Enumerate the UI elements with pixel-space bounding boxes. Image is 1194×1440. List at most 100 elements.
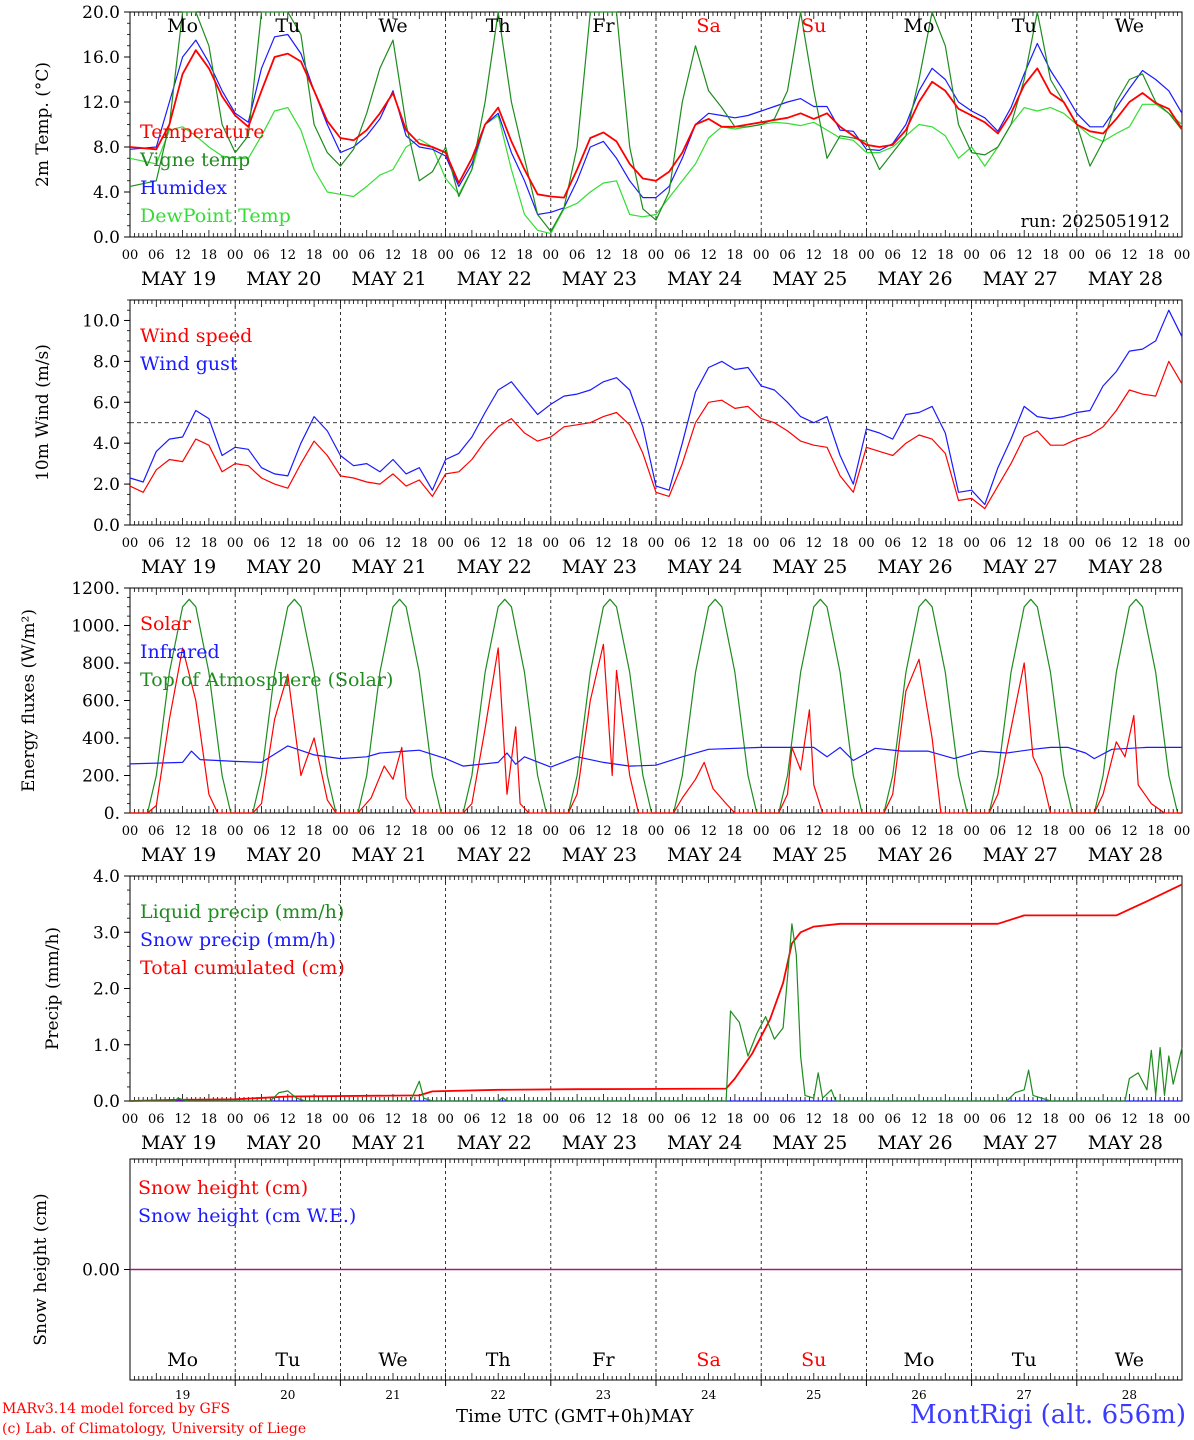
legend-entry: Humidex xyxy=(140,177,227,199)
hour-label: 06 xyxy=(569,536,586,551)
month-label: MAY xyxy=(650,1406,694,1427)
hour-label: 00 xyxy=(332,824,349,839)
legend-entry: Wind speed xyxy=(140,325,252,347)
hour-label: 12 xyxy=(280,248,297,263)
weekday-label: We xyxy=(378,1349,407,1371)
hour-label: 00 xyxy=(648,824,665,839)
hour-label: 12 xyxy=(911,248,928,263)
hour-label: 18 xyxy=(1042,248,1059,263)
day-label: MAY 20 xyxy=(246,268,321,290)
hour-label: 18 xyxy=(1147,536,1164,551)
day-label: MAY 20 xyxy=(246,556,321,578)
day-label: MAY 22 xyxy=(457,268,532,290)
credit-lab: (c) Lab. of Climatology, University of L… xyxy=(2,1421,307,1437)
hour-label: 00 xyxy=(648,248,665,263)
weekday-label: Th xyxy=(486,1349,511,1371)
hour-label: 18 xyxy=(937,824,954,839)
weekday-label: Mo xyxy=(167,15,198,37)
hour-label: 18 xyxy=(411,1112,428,1127)
y-tick-label: 4.0 xyxy=(93,867,120,887)
y-tick-label: 800. xyxy=(82,654,120,674)
hour-label: 12 xyxy=(1016,248,1033,263)
series-line-temperature xyxy=(129,49,1183,199)
panel-frame xyxy=(129,587,1183,814)
hour-label: 12 xyxy=(385,536,402,551)
hour-label: 12 xyxy=(1121,536,1138,551)
day-label: MAY 26 xyxy=(877,556,952,578)
y-tick-label: 0. xyxy=(104,804,120,824)
hour-label: 00 xyxy=(1174,536,1191,551)
hour-label: 12 xyxy=(385,824,402,839)
hour-label: 00 xyxy=(1174,1112,1191,1127)
run-annotation: run: 2025051912 xyxy=(1021,212,1170,232)
hour-label: 12 xyxy=(911,824,928,839)
hour-label: 00 xyxy=(753,536,770,551)
day-label: MAY 19 xyxy=(141,556,216,578)
hour-label: 12 xyxy=(280,1112,297,1127)
day-label: MAY 25 xyxy=(772,268,847,290)
hour-label: 06 xyxy=(779,1112,796,1127)
y-tick-label: 16.0 xyxy=(82,48,120,68)
day-label: MAY 21 xyxy=(351,844,426,866)
hour-label: 06 xyxy=(358,248,375,263)
hour-label: 06 xyxy=(674,824,691,839)
series-line-solar xyxy=(130,643,1182,814)
hour-label: 06 xyxy=(148,536,165,551)
hour-label: 12 xyxy=(806,536,823,551)
day-label: MAY 27 xyxy=(983,556,1058,578)
hour-label: 06 xyxy=(674,536,691,551)
y-tick-label: 8.0 xyxy=(93,138,120,158)
hour-label: 18 xyxy=(1042,536,1059,551)
hour-label: 00 xyxy=(1069,1112,1086,1127)
hour-label: 12 xyxy=(595,1112,612,1127)
hour-label: 18 xyxy=(832,248,849,263)
hour-label: 18 xyxy=(201,248,218,263)
hour-label: 00 xyxy=(648,536,665,551)
hour-label: 12 xyxy=(700,536,717,551)
y-tick-label: 10.0 xyxy=(82,311,120,331)
series-line-wind-speed xyxy=(129,360,1183,510)
hour-label: 06 xyxy=(253,536,270,551)
station-name: MontRigi (alt. 656m) xyxy=(910,1400,1186,1430)
hour-label: 12 xyxy=(280,824,297,839)
series-line-total-cumulated-cm- xyxy=(129,883,1183,1102)
hour-label: 00 xyxy=(963,1112,980,1127)
y-tick-label: 8.0 xyxy=(93,352,120,372)
hour-label: 00 xyxy=(1069,824,1086,839)
hour-label: 12 xyxy=(490,248,507,263)
day-number: 27 xyxy=(1017,1388,1032,1402)
panel-wind: 0.0 2.0 4.0 6.0 8.0 10.0 10m Wind (m/s) Wind sp… xyxy=(33,299,1191,578)
day-label: MAY 24 xyxy=(667,268,742,290)
hour-label: 00 xyxy=(122,824,139,839)
day-label: MAY 21 xyxy=(351,1132,426,1154)
hour-label: 00 xyxy=(963,824,980,839)
weekday-label: Fr xyxy=(592,15,615,37)
hour-label: 12 xyxy=(1016,1112,1033,1127)
y-tick-label: 0.0 xyxy=(93,228,120,248)
hour-label: 12 xyxy=(385,1112,402,1127)
day-label: MAY 22 xyxy=(457,844,532,866)
hour-label: 12 xyxy=(385,248,402,263)
day-number: 24 xyxy=(701,1388,717,1402)
hour-label: 06 xyxy=(464,824,481,839)
hour-label: 18 xyxy=(1042,1112,1059,1127)
y-tick-label: 0.0 xyxy=(93,1092,120,1112)
hour-label: 18 xyxy=(1147,248,1164,263)
day-label: MAY 21 xyxy=(351,268,426,290)
weekday-label: Mo xyxy=(167,1349,198,1371)
hour-label: 18 xyxy=(201,1112,218,1127)
hour-label: 00 xyxy=(227,824,244,839)
hour-label: 00 xyxy=(753,248,770,263)
day-label: MAY 24 xyxy=(667,844,742,866)
weekday-label: We xyxy=(378,15,407,37)
weekday-label: Tu xyxy=(1012,1349,1037,1371)
day-label: MAY 21 xyxy=(351,556,426,578)
hour-label: 00 xyxy=(858,248,875,263)
day-label: MAY 28 xyxy=(1088,268,1163,290)
hour-label: 12 xyxy=(700,248,717,263)
day-label: MAY 23 xyxy=(562,268,637,290)
hour-label: 18 xyxy=(201,536,218,551)
day-number: 20 xyxy=(280,1388,295,1402)
day-label: MAY 28 xyxy=(1088,556,1163,578)
